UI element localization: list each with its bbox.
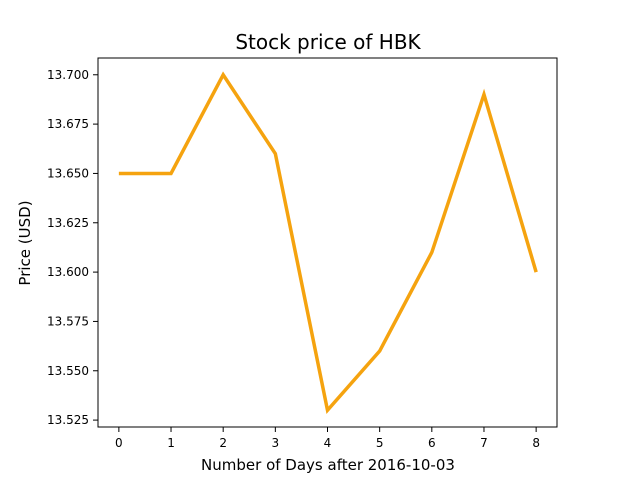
x-tick-label: 0 [115, 436, 123, 450]
x-axis: 0 1 2 3 4 5 6 7 8 [115, 427, 540, 450]
chart-title: Stock price of HBK [235, 30, 421, 54]
x-tick-label: 7 [480, 436, 488, 450]
y-tick-label: 13.625 [47, 216, 89, 230]
y-tick-label: 13.600 [47, 265, 89, 279]
y-axis: 13.525 13.550 13.575 13.600 13.625 13.650 13.6… [47, 68, 98, 427]
x-axis-label: Number of Days after 2016-10-03 [201, 456, 455, 474]
y-tick-label: 13.575 [47, 314, 89, 328]
x-tick-label: 1 [167, 436, 175, 450]
y-tick-label: 13.550 [47, 364, 89, 378]
y-tick-label: 13.675 [47, 117, 89, 131]
plot-area: 0 1 2 3 4 5 6 7 8 13.525 13.550 13.575 13.600 13.625… [47, 57, 558, 450]
x-tick-label: 6 [428, 436, 436, 450]
y-tick-label: 13.525 [47, 413, 89, 427]
x-tick-label: 8 [532, 436, 540, 450]
x-tick-label: 3 [272, 436, 280, 450]
y-tick-label: 13.650 [47, 166, 89, 180]
plot-frame [97, 57, 558, 428]
y-axis-label: Price (USD) [16, 200, 34, 285]
x-tick-label: 2 [219, 436, 227, 450]
x-tick-label: 4 [324, 436, 332, 450]
x-tick-label: 5 [376, 436, 384, 450]
y-tick-label: 13.700 [47, 68, 89, 82]
series-layer [118, 71, 538, 415]
series-line-0 [118, 71, 538, 415]
